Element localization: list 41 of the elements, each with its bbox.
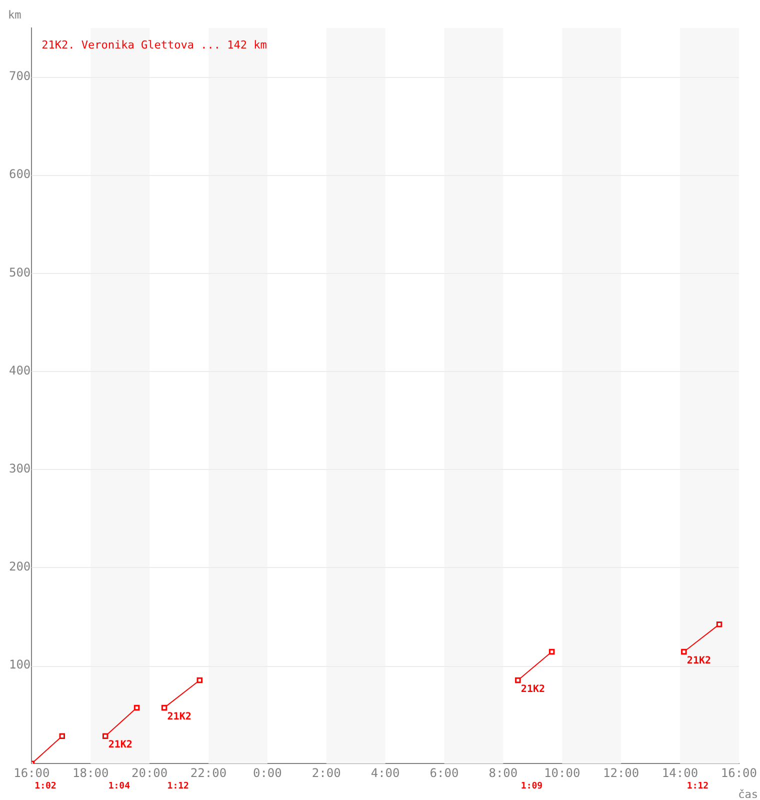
text: 1:04: [108, 781, 131, 792]
x-tick-label: 8:00: [488, 766, 518, 780]
text: 1:09: [520, 781, 543, 792]
text: 21K2. Veronika Glettova ... 142 km: [42, 38, 268, 52]
text: 1:02: [34, 781, 56, 792]
x-tick-label: 2:00: [312, 766, 341, 780]
point: [515, 677, 521, 684]
x-tick-label: 22:00: [190, 766, 227, 780]
x-tick-label: 10:00: [544, 766, 580, 780]
x-tick-label: 20:00: [131, 766, 168, 780]
text: 1:12: [167, 781, 189, 792]
y-tick-label: 100: [8, 658, 31, 672]
x-tick-label: 0:00: [252, 766, 282, 780]
y-tick-label: 200: [8, 560, 31, 574]
x-tick-label: 16:00: [720, 766, 757, 780]
point: [59, 733, 65, 740]
x-tick-label: 4:00: [370, 766, 400, 780]
x-tick-label: 12:00: [603, 766, 640, 780]
annotation: 21K2: [108, 740, 132, 751]
x-tick-label: 14:00: [662, 766, 698, 780]
y-axis-title: km: [8, 8, 22, 22]
point: [134, 704, 140, 711]
x-axis-title: čas: [738, 788, 758, 800]
text: 1:12: [686, 781, 709, 792]
annotation: 21K2: [167, 711, 192, 722]
point: [196, 677, 203, 684]
point: [681, 648, 687, 655]
point: [716, 621, 722, 628]
y-tick-label: 600: [8, 167, 31, 182]
annotation: 21K2: [686, 655, 712, 666]
x-tick-label: 6:00: [430, 766, 459, 780]
x-tick-label: 18:00: [72, 766, 109, 780]
point: [548, 648, 555, 655]
y-tick-label: 400: [8, 363, 31, 378]
y-tick-label: 700: [8, 69, 31, 84]
x-tick-label: 16:00: [14, 766, 50, 780]
y-tick-label: 500: [8, 265, 31, 280]
y-tick-label: 300: [8, 461, 31, 476]
annotation: 21K2: [520, 684, 546, 695]
point: [102, 733, 108, 740]
point: [161, 704, 168, 711]
